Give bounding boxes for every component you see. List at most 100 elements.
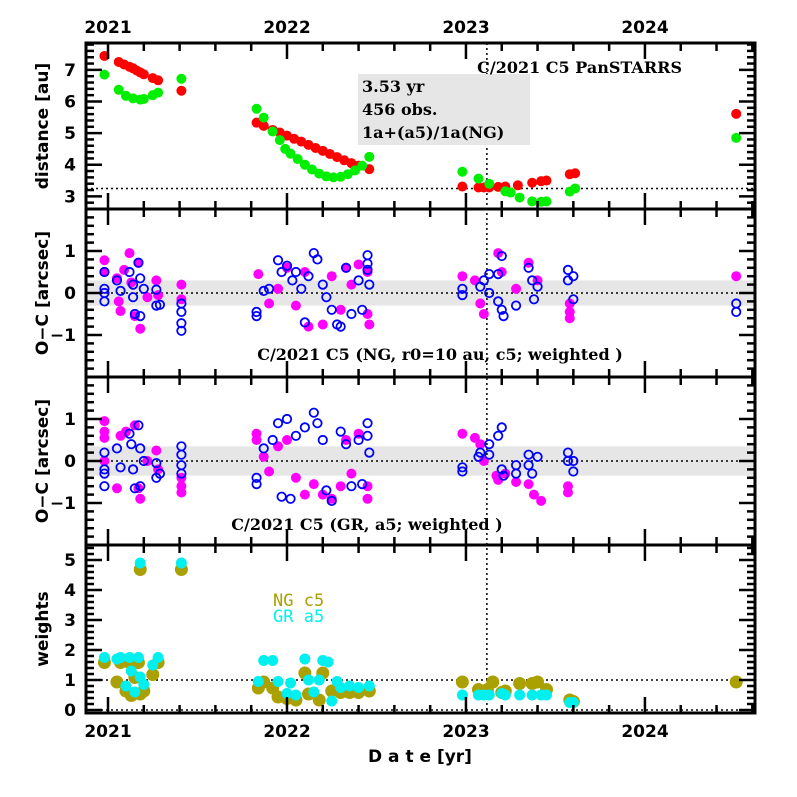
data-point — [138, 69, 149, 80]
data-point — [541, 196, 552, 207]
series-oc-gr-1 — [99, 407, 579, 506]
data-point — [290, 430, 302, 441]
data-point — [151, 275, 162, 286]
data-point — [346, 308, 357, 320]
data-point — [176, 325, 187, 336]
data-point — [299, 159, 310, 170]
data-point — [326, 271, 337, 282]
data-point — [299, 267, 310, 277]
data-point — [498, 470, 509, 481]
data-point — [562, 455, 574, 467]
data-point — [570, 168, 581, 179]
data-point — [146, 668, 160, 681]
data-point — [364, 319, 375, 330]
data-point — [335, 426, 346, 437]
data-point — [133, 420, 144, 431]
data-point — [523, 262, 534, 273]
data-point — [110, 675, 124, 689]
data-point — [127, 464, 139, 475]
data-point — [457, 181, 468, 192]
data-point — [475, 439, 486, 450]
data-point — [281, 260, 293, 271]
data-point — [153, 87, 164, 98]
data-point — [115, 285, 126, 296]
data-point — [353, 682, 365, 693]
data-point — [273, 283, 284, 294]
data-point — [267, 655, 279, 666]
y-tick-label: 3 — [64, 611, 76, 631]
data-point — [99, 481, 110, 492]
data-point — [496, 422, 507, 433]
data-point — [346, 468, 357, 479]
y-tick-label: 5 — [64, 124, 76, 144]
axis-ticks — [86, 43, 755, 713]
data-point — [364, 279, 375, 290]
data-point — [287, 275, 298, 286]
chart-title: C/2021 C5 PanSTARRS — [477, 58, 682, 77]
data-point — [111, 483, 122, 494]
data-point — [531, 675, 545, 689]
oc-ng-annotation: C/2021 C5 (NG, r0=10 au, c5; weighted ) — [257, 345, 623, 364]
data-point — [176, 85, 187, 96]
y-tick-label: 1 — [64, 410, 76, 430]
data-point — [312, 418, 323, 429]
data-point — [505, 187, 516, 198]
data-point — [322, 656, 334, 668]
data-point — [484, 287, 495, 299]
data-point — [124, 428, 135, 439]
data-point — [154, 468, 166, 479]
data-point — [264, 466, 275, 477]
data-point — [111, 273, 122, 284]
data-point — [357, 478, 368, 490]
x-tick-label-top-2021: 2021 — [84, 18, 131, 38]
data-point — [272, 676, 284, 687]
data-point — [127, 279, 139, 290]
x-tick-label-top-2024: 2024 — [621, 18, 668, 38]
data-point — [335, 481, 346, 492]
data-point — [513, 677, 527, 690]
x-axis-title: D a t e [yr] — [368, 747, 472, 767]
data-point — [484, 449, 495, 460]
data-point — [135, 323, 146, 334]
data-point — [99, 296, 110, 307]
data-point — [731, 108, 742, 119]
data-point — [176, 449, 187, 460]
data-point — [457, 462, 468, 473]
data-point — [264, 298, 275, 309]
x-tick-label-bottom-2022: 2022 — [263, 722, 310, 742]
data-point — [328, 172, 339, 183]
data-point — [353, 275, 364, 286]
data-point — [251, 472, 262, 483]
x-tick-label-top-2022: 2022 — [263, 18, 310, 38]
data-point — [731, 271, 742, 282]
series-oc-ng-1 — [99, 248, 742, 336]
data-point — [357, 304, 368, 315]
data-point — [176, 487, 187, 498]
data-point — [568, 455, 579, 467]
data-point — [364, 151, 375, 162]
data-point — [473, 173, 484, 184]
data-point — [135, 443, 146, 454]
data-point — [115, 462, 126, 473]
data-point — [532, 281, 543, 292]
data-point — [308, 479, 319, 490]
data-point — [176, 73, 187, 84]
data-point — [731, 306, 742, 317]
data-point — [564, 313, 575, 324]
data-point — [135, 273, 146, 284]
y-tick-label: 0 — [64, 452, 76, 472]
shaded-bands — [86, 280, 755, 476]
y-axis-title-oc-ng: O−C [arcsec] — [33, 231, 53, 355]
data-point — [263, 283, 275, 294]
data-point — [115, 306, 126, 317]
data-point — [123, 652, 135, 663]
data-point — [176, 279, 187, 290]
data-point — [317, 319, 328, 330]
data-point — [511, 283, 522, 294]
data-point — [308, 686, 320, 698]
y-tick-label: 1 — [64, 242, 76, 262]
data-point — [457, 428, 468, 439]
data-point — [285, 677, 297, 689]
data-point — [299, 422, 310, 433]
